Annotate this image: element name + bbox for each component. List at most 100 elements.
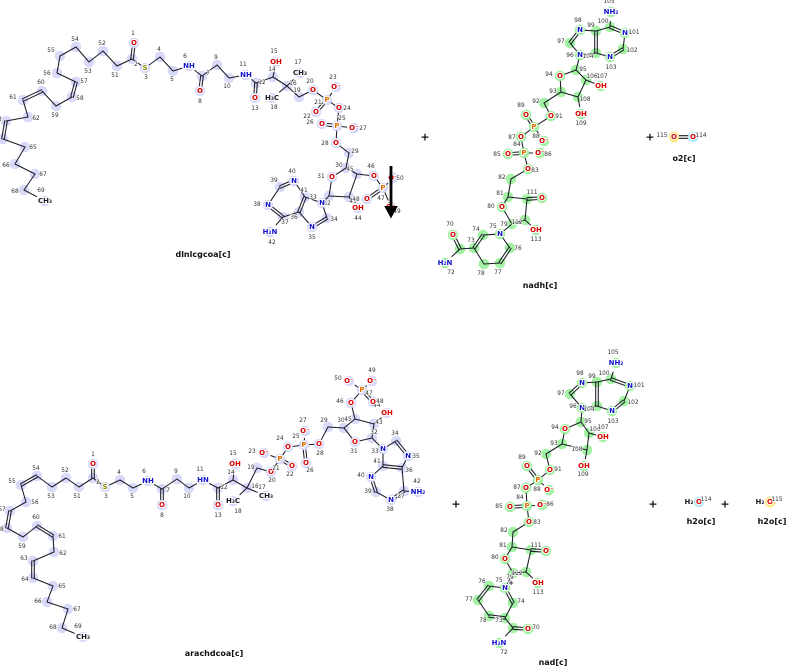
atom-label-arachdcoa-22: O (289, 462, 295, 470)
atom-label-arachdcoa-38: N (388, 496, 394, 504)
atom-highlight (299, 425, 311, 437)
atom-number: 84 (516, 495, 524, 501)
atom-highlight (310, 106, 322, 118)
atom-label-nadh-101: N (622, 29, 628, 37)
bond (286, 79, 294, 87)
atom-number: 24 (343, 106, 351, 112)
atom-number: 29 (351, 149, 359, 155)
bond (328, 181, 332, 197)
molecule-dlnlcgcoa[interactable]: O12 S345NH67O8910NH1112O1314OH1516CH₃17H₃… (0, 30, 405, 247)
bond (616, 401, 626, 410)
atom-label-dlnlcgcoa-24: O (336, 104, 342, 112)
atom-number: 62 (59, 551, 67, 557)
atom-highlight (576, 402, 588, 414)
bond (201, 64, 218, 77)
bond (595, 52, 606, 57)
atom-number: 113 (530, 237, 541, 243)
atom-number: 86 (544, 152, 552, 158)
atom-number: 109 (575, 121, 586, 127)
atom-number: 91 (555, 114, 563, 120)
atom-number: 35 (308, 235, 316, 241)
bond (537, 118, 548, 125)
bond (394, 489, 404, 497)
molecule-arachdcoa[interactable]: O12 S345NH67O8910HN1112O1314OH1516CH₃17H₃… (0, 367, 426, 643)
bond (588, 432, 597, 436)
bond (343, 427, 353, 439)
bond (456, 238, 462, 249)
atom-label-arachdcoa-6: NH (142, 477, 154, 485)
atom-highlight (333, 102, 345, 114)
bond (299, 196, 307, 214)
atom-number: 46 (336, 399, 344, 405)
atom-number: 106 (589, 427, 600, 433)
atom-highlight (536, 192, 548, 204)
atom-highlight (536, 499, 548, 511)
atom-label-dlnlcgcoa-23: O⁻ (331, 83, 341, 91)
atom-label-nad-105: NH₂ (609, 359, 624, 367)
atom-number: 52 (61, 468, 69, 474)
bond (614, 49, 625, 56)
bond (320, 426, 329, 440)
bond (326, 122, 333, 125)
atom-number: 101 (633, 383, 644, 389)
atom-label-arachdcoa-48: O (370, 398, 376, 406)
atom-label-arachdcoa-3: S (102, 483, 107, 491)
bond (575, 59, 580, 71)
bond (153, 484, 163, 490)
bond (56, 55, 61, 74)
atom-highlight (605, 6, 617, 18)
atom-number: 83 (531, 168, 539, 174)
atom-number: 69 (37, 188, 45, 194)
atom-number: 28 (316, 451, 324, 457)
bond (507, 563, 514, 574)
atom-number: 34 (391, 431, 399, 437)
atom-number: 103 (605, 65, 616, 71)
bond (2, 138, 26, 148)
atom-highlight (576, 377, 588, 389)
atom-label-nad-85: O (507, 503, 513, 511)
bond (559, 80, 562, 93)
bond (512, 524, 526, 533)
atom-label-nadh-89: O (523, 111, 529, 119)
bond (59, 46, 77, 57)
bond (528, 470, 535, 478)
atom-label-arachdcoa-20: O (268, 468, 274, 476)
bond (232, 479, 248, 489)
bond (102, 50, 118, 67)
bond (614, 399, 624, 408)
atom-number: 109 (577, 472, 588, 478)
atom-label-nad-103: N (609, 407, 615, 415)
bond (343, 418, 356, 429)
atom-number: 63 (20, 556, 28, 562)
atom-label-nadh-83: O (525, 165, 531, 173)
atom-label-nad-91: O (547, 466, 553, 474)
atom-highlight (520, 109, 532, 121)
atom-number: 114 (700, 497, 711, 503)
atom-highlight (194, 85, 206, 97)
atom-number: 63 (0, 117, 2, 123)
bond (577, 96, 581, 108)
bond (504, 196, 509, 203)
atom-number: 22 (286, 472, 294, 478)
bond (376, 179, 381, 185)
atom-number: 102 (627, 400, 638, 406)
atom-label-nadh-91: O (548, 112, 554, 120)
atom-label-dlnlcgcoa-50: O⁻ (388, 174, 398, 182)
bond (9, 501, 27, 512)
bond (585, 79, 595, 84)
atom-highlight (559, 423, 571, 435)
bond (72, 81, 78, 98)
bond (282, 211, 300, 218)
bond (232, 470, 235, 481)
atom-highlight (366, 375, 378, 387)
atom-label-nadh-90: O⁻ (539, 137, 549, 145)
atom-number: 76 (514, 246, 522, 252)
molecule-label-h2o-2: h2o[c] (757, 517, 786, 526)
atom-label-nad-96: N (579, 404, 585, 412)
bond (459, 247, 475, 250)
